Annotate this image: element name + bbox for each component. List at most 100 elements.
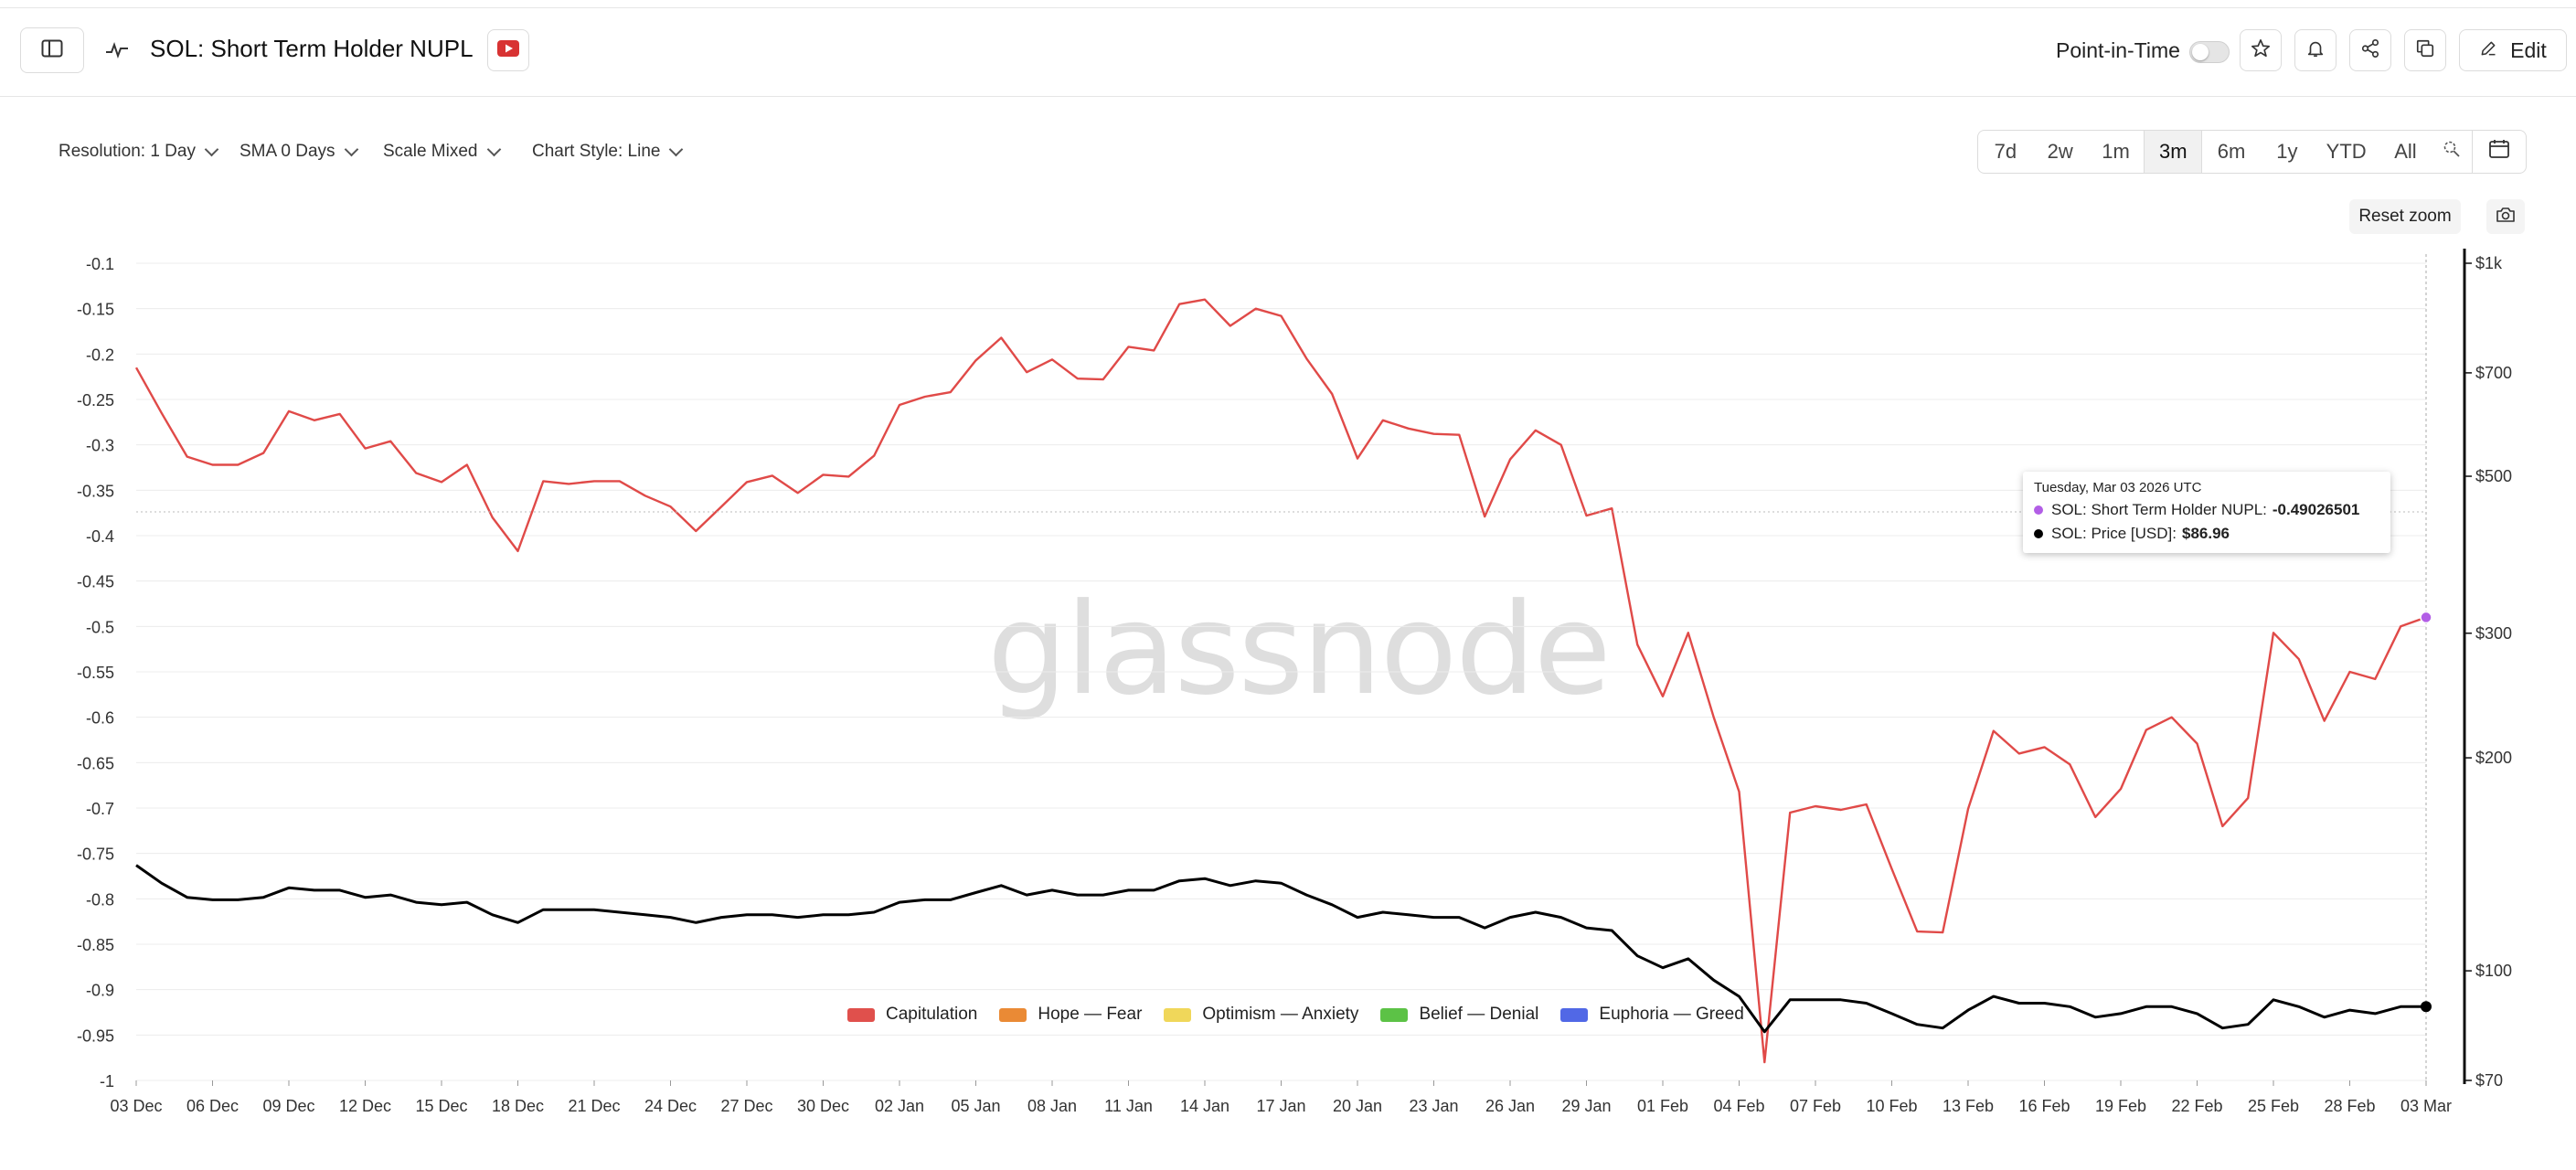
x-tick-label: 02 Jan bbox=[875, 1097, 924, 1115]
legend-label: Hope — Fear bbox=[1038, 1005, 1143, 1024]
range-1y[interactable]: 1y bbox=[2276, 140, 2298, 163]
tooltip-nupl-value: -0.49026501 bbox=[2272, 501, 2360, 518]
y-left-tick-label: -0.85 bbox=[77, 936, 114, 954]
youtube-icon bbox=[497, 39, 519, 61]
y-right-tick-label: $500 bbox=[2475, 467, 2512, 485]
legend-label: Optimism — Anxiety bbox=[1202, 1005, 1359, 1024]
legend-item-hope-fear[interactable]: Hope — Fear bbox=[999, 1005, 1142, 1025]
y-right-tick-label: $700 bbox=[2475, 364, 2512, 382]
legend-label: Capitulation bbox=[886, 1005, 978, 1024]
youtube-button[interactable] bbox=[487, 29, 529, 71]
tooltip-price-label: SOL: Price [USD]: bbox=[2051, 525, 2177, 542]
range-3m[interactable]: 3m bbox=[2144, 131, 2203, 173]
tooltip-nupl-label: SOL: Short Term Holder NUPL: bbox=[2051, 501, 2267, 518]
range-ytd[interactable]: YTD bbox=[2326, 140, 2367, 163]
screenshot-button[interactable] bbox=[2486, 199, 2525, 234]
x-tick-label: 06 Dec bbox=[186, 1097, 239, 1115]
y-left-tick-label: -0.5 bbox=[86, 618, 114, 636]
x-tick-label: 24 Dec bbox=[644, 1097, 697, 1115]
x-tick-label: 28 Feb bbox=[2324, 1097, 2375, 1115]
price-hover-point bbox=[2421, 1001, 2432, 1013]
page-title: SOL: Short Term Holder NUPL bbox=[150, 35, 474, 62]
legend-label: Euphoria — Greed bbox=[1599, 1005, 1744, 1024]
nupl-hover-point bbox=[2420, 611, 2432, 624]
x-tick-label: 25 Feb bbox=[2248, 1097, 2299, 1115]
legend-item-belief-denial[interactable]: Belief — Denial bbox=[1380, 1005, 1538, 1025]
x-tick-label: 20 Jan bbox=[1333, 1097, 1382, 1115]
range-all[interactable]: All bbox=[2394, 140, 2417, 163]
y-left-tick-label: -0.25 bbox=[77, 391, 114, 410]
reset-zoom-button[interactable]: Reset zoom bbox=[2349, 199, 2461, 234]
y-left-tick-label: -0.9 bbox=[86, 982, 114, 1000]
tooltip-row-nupl: SOL: Short Term Holder NUPL: -0.49026501 bbox=[2034, 501, 2379, 519]
x-tick-label: 29 Jan bbox=[1561, 1097, 1611, 1115]
time-range-selector: 7d 2w 1m 3m 6m 1y YTD All bbox=[1977, 130, 2527, 174]
tooltip-price-dot bbox=[2034, 529, 2043, 538]
sidebar-toggle-button[interactable] bbox=[20, 27, 84, 73]
chart-style-value: Chart Style: Line bbox=[532, 142, 661, 161]
y-left-tick-label: -0.65 bbox=[77, 754, 114, 772]
range-7d[interactable]: 7d bbox=[1994, 140, 2017, 163]
scale-dropdown[interactable]: Scale Mixed bbox=[383, 142, 501, 162]
x-tick-label: 30 Dec bbox=[797, 1097, 849, 1115]
x-tick-label: 22 Feb bbox=[2171, 1097, 2222, 1115]
x-tick-label: 21 Dec bbox=[568, 1097, 620, 1115]
chart-tooltip: Tuesday, Mar 03 2026 UTC SOL: Short Term… bbox=[2023, 472, 2390, 553]
x-tick-label: 15 Dec bbox=[415, 1097, 467, 1115]
zoom-select-button[interactable] bbox=[2432, 131, 2472, 173]
star-icon bbox=[2251, 38, 2271, 63]
y-right-tick-label: $200 bbox=[2475, 749, 2512, 767]
y-right-tick-label: $70 bbox=[2475, 1071, 2503, 1090]
legend-item-optimism-anxiety[interactable]: Optimism — Anxiety bbox=[1164, 1005, 1358, 1025]
share-button[interactable] bbox=[2349, 29, 2391, 71]
x-tick-label: 14 Jan bbox=[1180, 1097, 1229, 1115]
point-in-time-toggle[interactable] bbox=[2189, 41, 2230, 63]
x-tick-label: 04 Feb bbox=[1713, 1097, 1764, 1115]
y-left-tick-label: -0.2 bbox=[86, 346, 114, 364]
tooltip-row-price: SOL: Price [USD]: $86.96 bbox=[2034, 525, 2379, 543]
top-border bbox=[0, 0, 2576, 8]
y-left-tick-label: -0.45 bbox=[77, 573, 114, 591]
legend-item-capitulation[interactable]: Capitulation bbox=[847, 1005, 977, 1025]
sidebar-panel-icon bbox=[41, 39, 63, 62]
x-tick-label: 05 Jan bbox=[951, 1097, 1000, 1115]
x-tick-label: 13 Feb bbox=[1943, 1097, 1994, 1115]
range-1m[interactable]: 1m bbox=[2102, 140, 2130, 163]
range-6m[interactable]: 6m bbox=[2217, 140, 2246, 163]
x-tick-label: 16 Feb bbox=[2018, 1097, 2070, 1115]
y-left-tick-label: -0.95 bbox=[77, 1026, 114, 1045]
range-2w[interactable]: 2w bbox=[2047, 140, 2073, 163]
y-right-tick-label: $100 bbox=[2475, 962, 2512, 980]
chart-style-dropdown[interactable]: Chart Style: Line bbox=[532, 142, 684, 162]
x-tick-label: 23 Jan bbox=[1409, 1097, 1458, 1115]
legend-item-euphoria-greed[interactable]: Euphoria — Greed bbox=[1560, 1005, 1744, 1025]
y-left-tick-label: -0.6 bbox=[86, 709, 114, 728]
alert-button[interactable] bbox=[2294, 29, 2336, 71]
tooltip-nupl-dot bbox=[2034, 505, 2043, 515]
resolution-dropdown[interactable]: Resolution: 1 Day bbox=[59, 142, 219, 162]
x-tick-label: 10 Feb bbox=[1866, 1097, 1917, 1115]
sma-dropdown[interactable]: SMA 0 Days bbox=[240, 142, 358, 162]
edit-button[interactable]: Edit bbox=[2459, 29, 2567, 71]
resolution-value: Resolution: 1 Day bbox=[59, 142, 196, 161]
legend-swatch bbox=[1560, 1007, 1589, 1022]
x-tick-label: 03 Dec bbox=[110, 1097, 162, 1115]
duplicate-button[interactable] bbox=[2404, 29, 2446, 71]
y-left-tick-label: -0.3 bbox=[86, 437, 114, 455]
pencil-icon bbox=[2479, 39, 2497, 62]
legend-swatch bbox=[1164, 1007, 1192, 1022]
scale-value: Scale Mixed bbox=[383, 142, 478, 161]
price-series-line bbox=[135, 864, 2426, 1034]
x-tick-label: 09 Dec bbox=[262, 1097, 314, 1115]
calendar-button[interactable] bbox=[2472, 131, 2526, 173]
y-right-tick-label: $1k bbox=[2475, 254, 2503, 272]
x-tick-label: 26 Jan bbox=[1485, 1097, 1535, 1115]
tooltip-price-value: $86.96 bbox=[2181, 525, 2230, 542]
metric-line-icon bbox=[105, 40, 129, 63]
favorite-button[interactable] bbox=[2240, 29, 2282, 71]
y-left-tick-label: -0.35 bbox=[77, 482, 114, 500]
y-left-tick-label: -0.55 bbox=[77, 664, 114, 682]
legend-swatch bbox=[847, 1007, 875, 1022]
copy-icon bbox=[2415, 38, 2435, 63]
